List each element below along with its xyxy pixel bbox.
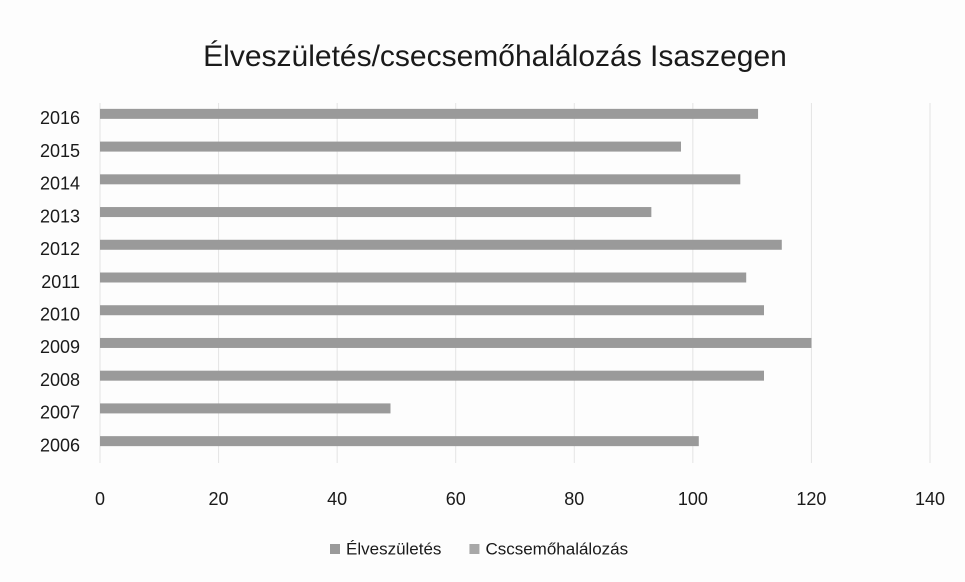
y-tick-label: 2006 bbox=[40, 435, 80, 455]
x-tick-label: 140 bbox=[915, 489, 945, 509]
x-tick-label: 80 bbox=[564, 489, 584, 509]
y-tick-label: 2007 bbox=[40, 403, 80, 423]
bar bbox=[100, 436, 699, 447]
legend-swatch bbox=[330, 544, 340, 554]
y-tick-label: 2011 bbox=[41, 272, 80, 292]
x-tick-label: 20 bbox=[209, 489, 229, 509]
x-tick-label: 0 bbox=[95, 489, 105, 509]
bar bbox=[100, 305, 764, 316]
y-tick-label: 2016 bbox=[40, 108, 80, 128]
bar bbox=[100, 207, 652, 218]
y-tick-label: 2008 bbox=[40, 370, 80, 390]
bar bbox=[100, 141, 681, 152]
y-tick-label: 2012 bbox=[40, 239, 80, 259]
legend-swatch bbox=[469, 544, 480, 554]
x-tick-label: 100 bbox=[678, 489, 708, 509]
bar bbox=[100, 272, 747, 283]
bar bbox=[100, 239, 782, 250]
bar bbox=[100, 403, 391, 414]
x-tick-label: 60 bbox=[446, 489, 466, 509]
y-tick-label: 2009 bbox=[40, 337, 80, 357]
y-tick-label: 2010 bbox=[40, 304, 80, 324]
bar bbox=[100, 337, 812, 348]
chart-title: Élveszületés/csecsemőhalálozás Isaszegen bbox=[203, 40, 787, 73]
bar bbox=[100, 108, 759, 119]
bar bbox=[100, 370, 764, 381]
x-tick-label: 120 bbox=[796, 489, 826, 509]
legend-label: Élveszületés bbox=[346, 539, 441, 558]
legend-label: Cscsemőhalálozás bbox=[485, 539, 628, 558]
bar bbox=[100, 174, 741, 185]
y-tick-label: 2013 bbox=[40, 206, 80, 226]
y-tick-label: 2014 bbox=[40, 174, 80, 194]
x-tick-label: 40 bbox=[327, 489, 347, 509]
y-tick-label: 2015 bbox=[40, 141, 80, 161]
